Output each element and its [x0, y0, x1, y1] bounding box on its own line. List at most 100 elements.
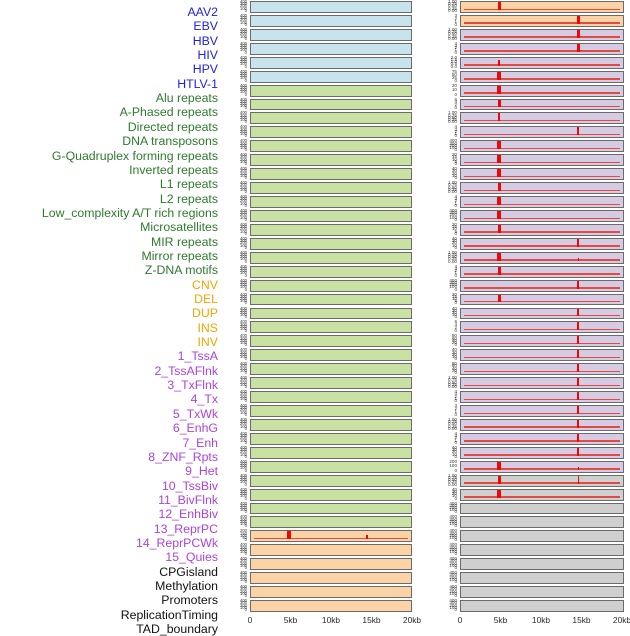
signal-peak [577, 433, 580, 442]
y-tick-label: 4 [454, 193, 457, 199]
track-panel-left: 400 300 200 100 0 [228, 347, 424, 362]
plot-area-right [460, 307, 624, 320]
track-label: INS [197, 320, 219, 335]
track-panel-right: 40 30 20 10 0 [438, 487, 630, 502]
signal-baseline [464, 22, 620, 24]
y-tick-label: 300 [240, 544, 247, 550]
y-axis-ticklabels-left: 400 300 200 100 0 [228, 306, 248, 321]
signal-peak [577, 280, 580, 289]
y-tick-label: 200 [240, 602, 247, 608]
y-axis-ticklabels-left: 400 300 200 100 0 [228, 403, 248, 418]
y-tick-label: 200 [449, 546, 457, 552]
y-tick-label: 0 [244, 565, 247, 571]
y-axis-ticklabels-left: 400 300 200 100 0 [228, 501, 248, 516]
track-panel-right: 20 15 10 5 0 [438, 152, 630, 167]
track-panel-left: 400 300 200 100 0 [228, 487, 424, 502]
y-axis-ticklabels-left: 400 300 200 100 0 [228, 125, 248, 139]
y-tick-label: 400 [240, 12, 247, 18]
plot-area-left [250, 168, 412, 181]
signal-peak [497, 489, 501, 498]
y-axis-ticklabels-left: 400 300 200 100 0 [228, 543, 248, 557]
y-tick-label: 0 [244, 467, 247, 473]
y-tick-label: 300 [240, 70, 247, 76]
y-axis-ticklabels-left: 400 300 200 100 0 [228, 111, 248, 125]
y-axis-ticklabels-left: 400 300 200 100 0 [228, 598, 248, 613]
signal-peak [497, 252, 501, 261]
track-panel-left: 400 300 200 100 0 [228, 445, 424, 460]
y-tick-label: 10 [451, 312, 457, 318]
y-tick-label: 200 [240, 295, 247, 301]
plot-area-right [460, 14, 624, 27]
track-panel-left: 400 300 200 100 0 [228, 208, 424, 223]
signal-peak [577, 29, 580, 38]
y-tick-label: 100 [240, 590, 247, 596]
y-tick-label: 200 [240, 588, 247, 594]
track-panel-left: 400 300 200 100 0 [228, 222, 424, 237]
y-tick-label: 0 [454, 356, 457, 362]
y-tick-label: 0.25 [448, 5, 457, 11]
plot-area-right [460, 223, 624, 236]
y-tick-label: 0 [244, 286, 247, 292]
plot-area-right [460, 460, 624, 473]
y-tick-label: 100 [240, 242, 247, 248]
track-panel-left: 400 300 200 100 0 [228, 501, 424, 516]
y-tick-label: 4 [454, 322, 457, 328]
plot-area-right [460, 432, 624, 445]
plot-area-left [250, 126, 412, 139]
y-tick-label: 400 [240, 416, 247, 422]
y-axis-ticklabels-left: 400 300 200 100 0 [228, 347, 248, 362]
track-label: HPV [192, 62, 218, 77]
y-tick-label: 300 [240, 419, 247, 425]
y-axis-ticklabels-right: 1.00 0.75 0.50 0.25 0.00 [438, 0, 458, 14]
y-axis-ticklabels-left: 400 300 200 100 0 [228, 459, 248, 474]
track-panel-right: 40 30 20 10 0 [438, 347, 630, 362]
y-tick-label: 0 [244, 425, 247, 431]
y-tick-label: 0.00 [448, 258, 457, 264]
track-panel-left: 400 300 200 100 0 [228, 111, 424, 125]
track-panel-left: 400 300 200 100 0 [228, 278, 424, 293]
y-axis-ticklabels-right: 1.00 0.75 0.50 0.25 0.00 [438, 473, 458, 488]
signal-peak [497, 183, 501, 192]
y-tick-label: 0 [454, 314, 457, 320]
y-tick-label: 0 [454, 202, 457, 208]
track-panel-left: 400 300 200 100 0 [228, 584, 424, 599]
y-tick-label: 10 [451, 156, 457, 162]
y-tick-label: 200 [240, 560, 247, 566]
y-tick-label: 400 [240, 375, 247, 381]
signal-baseline [464, 64, 620, 66]
y-tick-label: 60 [451, 363, 457, 369]
y-tick-label: 4 [454, 99, 457, 105]
plot-area-right [460, 391, 624, 403]
y-tick-label: 40 [451, 365, 457, 371]
y-tick-label: 0 [454, 551, 457, 557]
y-tick-label: 0.00 [448, 425, 457, 431]
plot-area-right [460, 1, 624, 13]
y-tick-label: 300 [449, 279, 457, 285]
y-axis-ticklabels-left: 400 300 200 100 0 [228, 208, 248, 223]
y-tick-label: 0 [454, 216, 457, 222]
y-tick-label: 20 [451, 367, 457, 373]
track-label: A-Phased repeats [119, 105, 218, 120]
track-label-column: AAV2 EBV HBV HIV HPV HTLV-1 Alu repeats A-Phase… [0, 0, 222, 635]
track-label: G-Quadruplex forming repeats [51, 148, 218, 163]
y-axis-ticklabels-left: 400 300 200 100 0 [228, 55, 248, 70]
track-panel-right: 400 300 200 100 0 [438, 528, 630, 543]
y-tick-label: 300 [240, 168, 247, 174]
track-label: HBV [192, 33, 218, 48]
signal-baseline [464, 440, 620, 442]
y-tick-label: 400 [240, 166, 247, 172]
y-tick-label: 0 [454, 105, 457, 111]
y-tick-label: 10 [451, 451, 457, 457]
y-tick-label: 2 [454, 128, 457, 134]
signal-baseline [464, 468, 620, 470]
track-label: Microsatellites [140, 220, 218, 235]
y-tick-label: 300 [449, 502, 457, 508]
y-tick-label: 400 [449, 597, 457, 603]
y-tick-label: 10 [451, 172, 457, 178]
